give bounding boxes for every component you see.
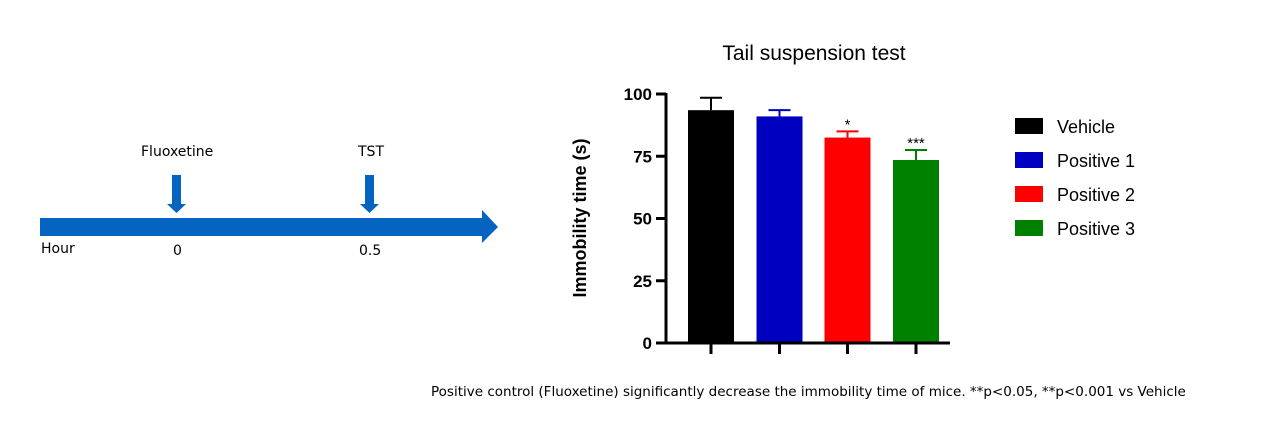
axis-label-hour: Hour xyxy=(41,241,75,257)
legend-swatch xyxy=(1015,186,1043,202)
y-axis-label: Immobility time (s) xyxy=(570,138,590,297)
tst-down-arrow xyxy=(360,175,379,213)
fluoxetine-down-arrow xyxy=(167,175,186,213)
bar-positive-2 xyxy=(824,137,871,342)
significance-mark: *** xyxy=(907,135,925,152)
legend-label: Vehicle xyxy=(1057,117,1115,137)
y-tick-label: 100 xyxy=(624,85,652,104)
event-label-tst: TST xyxy=(358,144,384,160)
legend-swatch xyxy=(1015,118,1043,134)
legend-swatch xyxy=(1015,220,1043,236)
y-tick-label: 50 xyxy=(633,210,652,229)
chart-title: Tail suspension test xyxy=(722,42,905,65)
legend-label: Positive 2 xyxy=(1057,185,1135,205)
y-tick-label: 75 xyxy=(633,147,652,166)
y-tick-label: 25 xyxy=(633,272,652,291)
bar-chart: Tail suspension test Immobility time (s)… xyxy=(570,42,1135,354)
timeline-arrow xyxy=(40,175,498,243)
time-label-0.5: 0.5 xyxy=(359,243,382,259)
y-tick-label: 0 xyxy=(643,334,652,353)
bar-vehicle xyxy=(688,110,734,342)
time-label-0: 0 xyxy=(173,243,182,259)
legend-swatch xyxy=(1015,152,1043,168)
timeline: Fluoxetine TST Hour 0 0.5 xyxy=(0,0,520,300)
caption: Positive control (Fluoxetine) significan… xyxy=(431,384,1186,400)
bar-positive-1 xyxy=(756,116,803,342)
legend-label: Positive 3 xyxy=(1057,219,1135,239)
bar-positive-3 xyxy=(893,159,939,342)
significance-mark: * xyxy=(845,116,851,133)
legend-label: Positive 1 xyxy=(1057,151,1135,171)
event-label-fluoxetine: Fluoxetine xyxy=(141,144,214,160)
